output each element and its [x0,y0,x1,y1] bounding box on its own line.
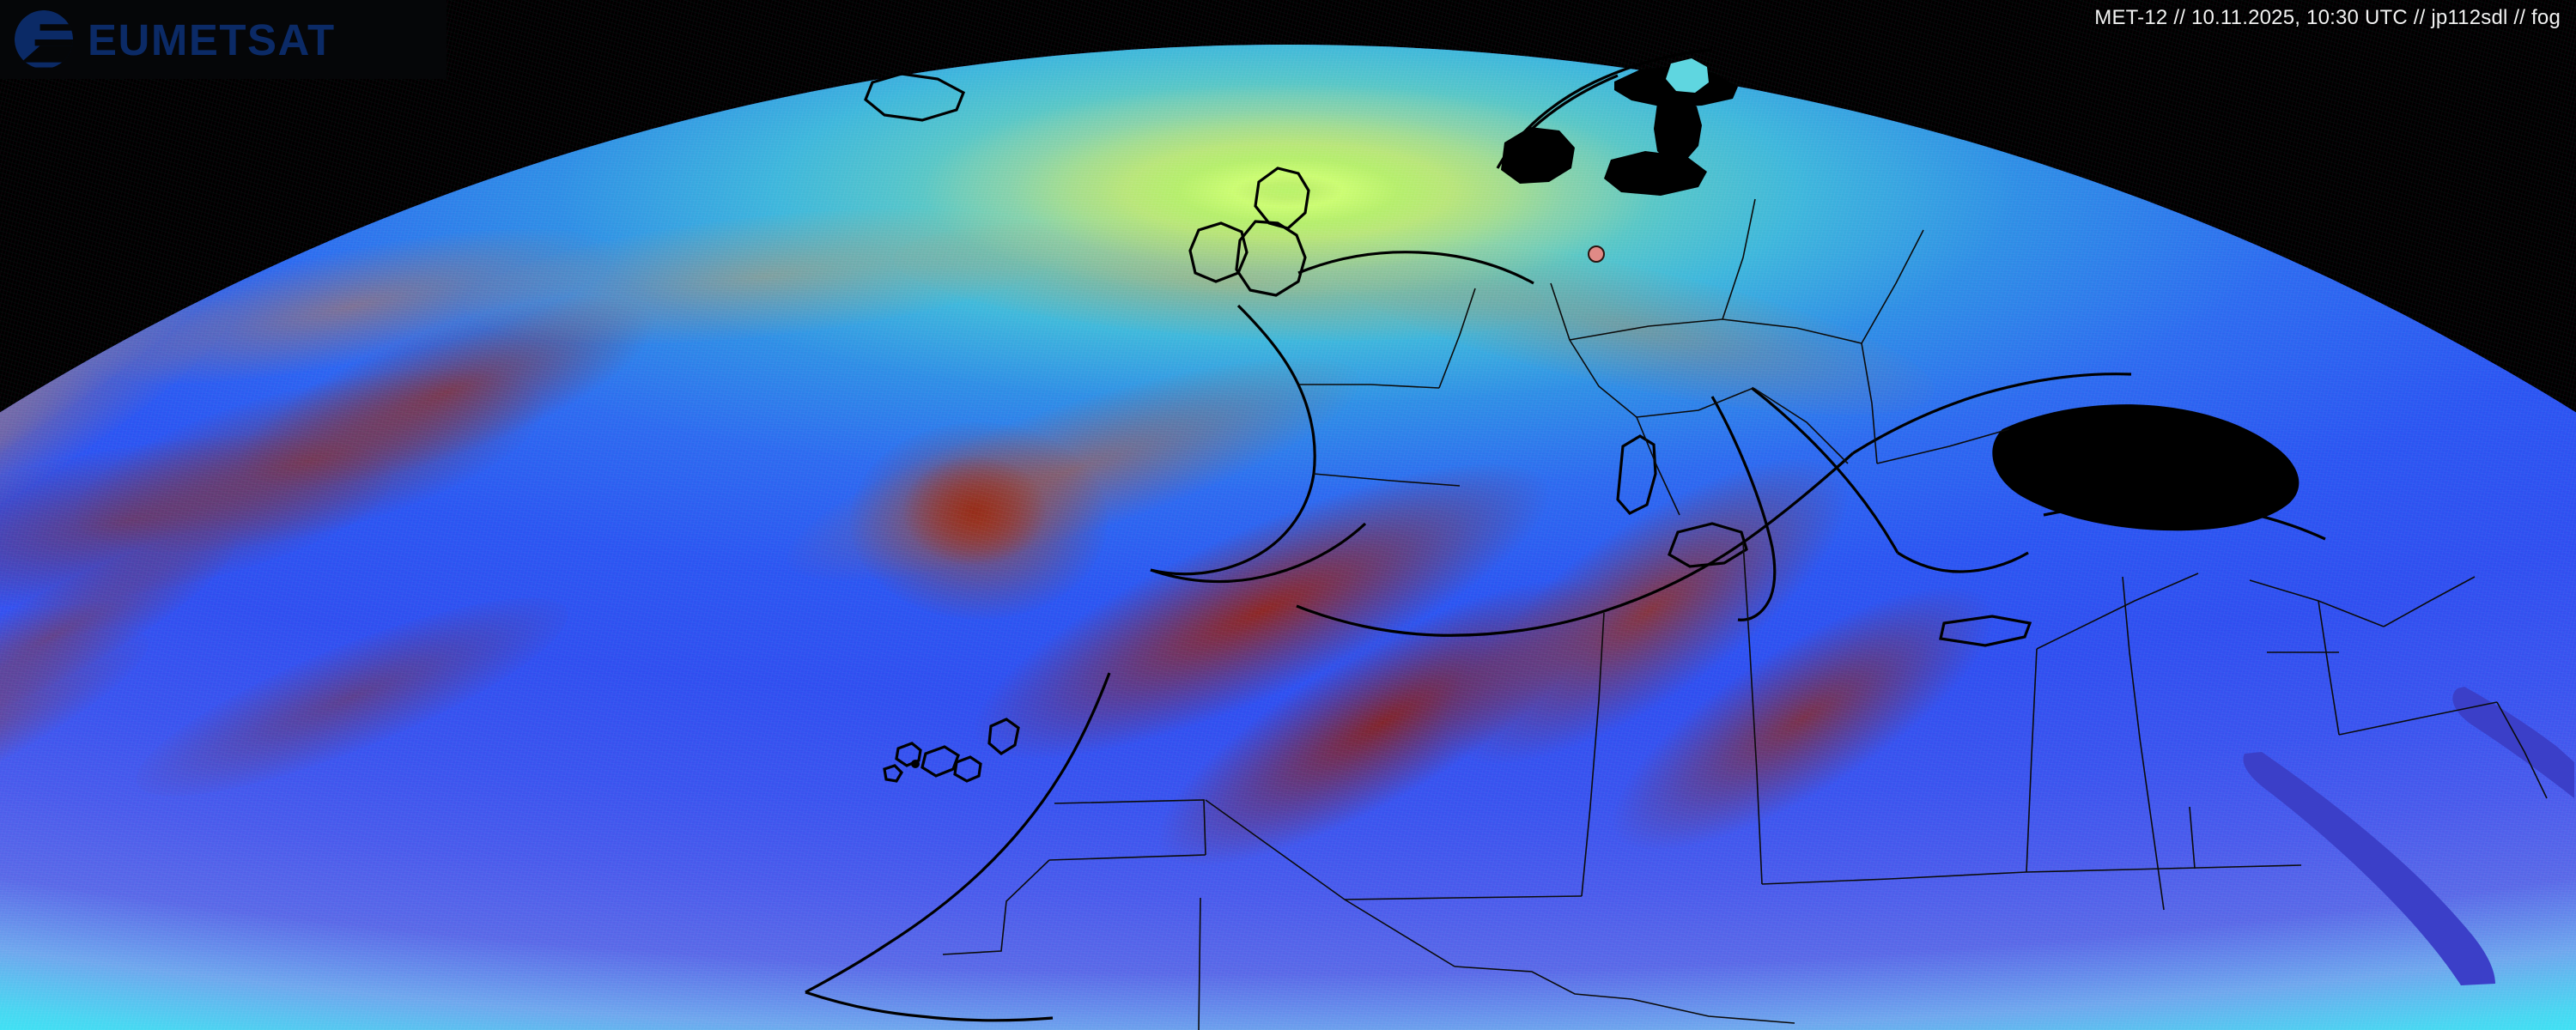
image-caption: MET-12 // 10.11.2025, 10:30 UTC // jp112… [2094,6,2561,29]
eumetsat-globe-icon [14,9,74,70]
station-marker[interactable] [1588,245,1605,263]
eumetsat-logo-plate: EUMETSAT [0,0,447,79]
eumetsat-wordmark: EUMETSAT [88,15,336,64]
